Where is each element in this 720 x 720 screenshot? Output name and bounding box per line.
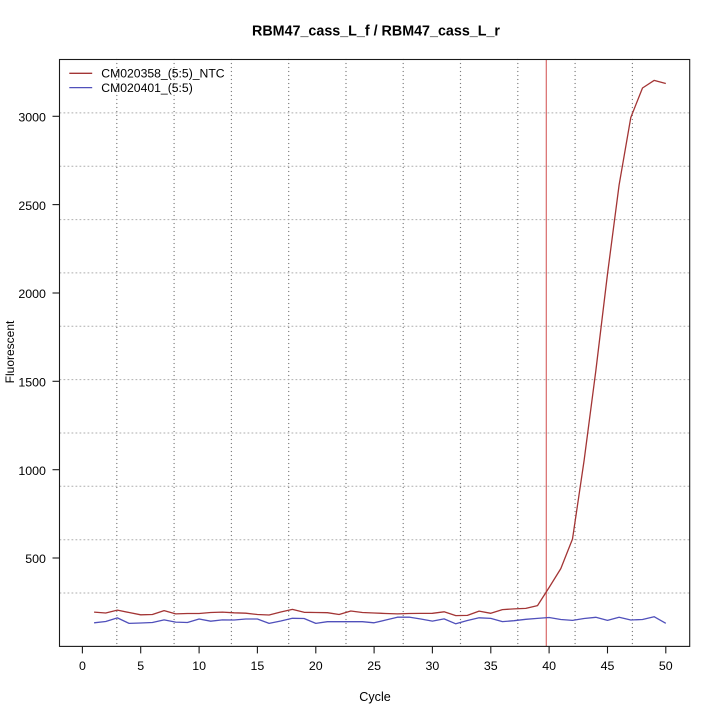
svg-text:5: 5 <box>137 659 144 673</box>
svg-text:1000: 1000 <box>18 464 46 478</box>
svg-text:50: 50 <box>659 659 673 673</box>
svg-text:15: 15 <box>251 659 265 673</box>
svg-text:Fluorescent: Fluorescent <box>3 320 17 383</box>
svg-text:3000: 3000 <box>18 111 46 125</box>
svg-text:500: 500 <box>25 552 46 566</box>
svg-text:RBM47_cass_L_f / RBM47_cass_L_: RBM47_cass_L_f / RBM47_cass_L_r <box>252 24 500 40</box>
svg-text:25: 25 <box>367 659 381 673</box>
svg-text:Cycle: Cycle <box>359 690 391 704</box>
svg-text:10: 10 <box>192 659 206 673</box>
svg-text:CM020401_(5:5): CM020401_(5:5) <box>101 81 192 95</box>
svg-text:0: 0 <box>79 659 86 673</box>
svg-text:35: 35 <box>484 659 498 673</box>
svg-text:30: 30 <box>426 659 440 673</box>
svg-text:20: 20 <box>309 659 323 673</box>
svg-text:2500: 2500 <box>18 199 46 213</box>
svg-text:2000: 2000 <box>18 287 46 301</box>
svg-text:40: 40 <box>542 659 556 673</box>
svg-text:1500: 1500 <box>18 376 46 390</box>
svg-text:CM020358_(5:5)_NTC: CM020358_(5:5)_NTC <box>101 67 224 81</box>
svg-text:45: 45 <box>601 659 615 673</box>
